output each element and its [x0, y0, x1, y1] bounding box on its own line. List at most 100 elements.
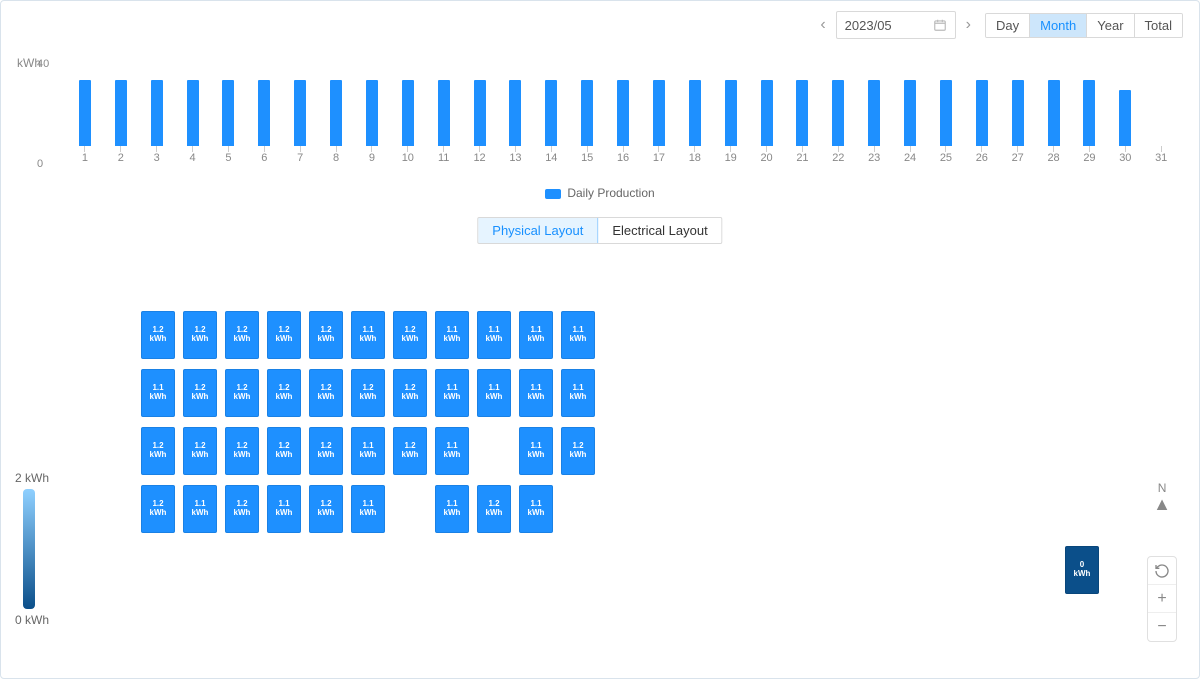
solar-panel-cell[interactable]: 1.2kWh: [561, 427, 595, 475]
solar-panel-cell[interactable]: 1.2kWh: [183, 311, 217, 359]
bar[interactable]: [79, 80, 91, 147]
bar[interactable]: [617, 80, 629, 147]
solar-panel-cell[interactable]: 1.2kWh: [225, 427, 259, 475]
solar-panel-cell[interactable]: 1.2kWh: [267, 311, 301, 359]
segment-day[interactable]: Day: [986, 14, 1030, 37]
bar[interactable]: [366, 80, 378, 147]
panel-unit: kWh: [318, 393, 335, 402]
solar-panel-cell[interactable]: 1.1kWh: [519, 427, 553, 475]
refresh-icon: [1154, 563, 1170, 579]
zoom-in-button[interactable]: +: [1148, 585, 1176, 613]
solar-panel-cell[interactable]: 1.2kWh: [183, 369, 217, 417]
zoom-out-button[interactable]: −: [1148, 613, 1176, 641]
bar[interactable]: [689, 80, 701, 147]
bar[interactable]: [653, 80, 665, 147]
solar-panel-cell[interactable]: 1.2kWh: [477, 485, 511, 533]
solar-panel-cell[interactable]: 1.2kWh: [309, 427, 343, 475]
next-month-button[interactable]: ›: [962, 16, 975, 34]
bar[interactable]: [1048, 80, 1060, 147]
bar[interactable]: [151, 80, 163, 147]
bar[interactable]: [187, 80, 199, 147]
bar[interactable]: [796, 80, 808, 147]
solar-panel-cell[interactable]: 1.2kWh: [225, 311, 259, 359]
solar-panel-cell[interactable]: 1.2kWh: [393, 427, 427, 475]
bar[interactable]: [1012, 80, 1024, 147]
isolated-panel[interactable]: 0kWh: [1065, 546, 1099, 594]
segment-month[interactable]: Month: [1030, 14, 1087, 37]
bar[interactable]: [832, 80, 844, 147]
zoom-reset-button[interactable]: [1148, 557, 1176, 585]
bar[interactable]: [474, 80, 486, 147]
solar-panel-cell[interactable]: 1.1kWh: [435, 427, 469, 475]
solar-panel-cell[interactable]: 1.1kWh: [519, 369, 553, 417]
solar-panel-cell[interactable]: 1.1kWh: [435, 485, 469, 533]
solar-panel-cell[interactable]: 1.1kWh: [435, 311, 469, 359]
solar-panel-cell[interactable]: 1.1kWh: [351, 427, 385, 475]
panel-unit: kWh: [276, 509, 293, 518]
bar[interactable]: [940, 80, 952, 147]
solar-panel-cell[interactable]: 1.1kWh: [141, 369, 175, 417]
segment-year[interactable]: Year: [1087, 14, 1134, 37]
tab-electrical-layout[interactable]: Electrical Layout: [598, 218, 721, 243]
solar-panel-cell[interactable]: 1.2kWh: [309, 369, 343, 417]
bar[interactable]: [976, 80, 988, 147]
solar-panel-cell[interactable]: 1.2kWh: [309, 485, 343, 533]
panel-unit: kWh: [402, 393, 419, 402]
bar[interactable]: [545, 80, 557, 147]
bar[interactable]: [725, 80, 737, 147]
solar-panel-cell[interactable]: 1.1kWh: [351, 485, 385, 533]
solar-panel-cell[interactable]: 1.1kWh: [183, 485, 217, 533]
solar-panel-cell[interactable]: 1.2kWh: [351, 369, 385, 417]
x-label: 13: [498, 152, 534, 164]
solar-panel-cell[interactable]: 1.2kWh: [225, 369, 259, 417]
solar-panel-cell[interactable]: 1.1kWh: [477, 311, 511, 359]
bar[interactable]: [868, 80, 880, 147]
solar-panel-cell[interactable]: 1.1kWh: [561, 311, 595, 359]
solar-panel-cell[interactable]: 1.2kWh: [309, 311, 343, 359]
bar-slot: [820, 76, 856, 146]
bar[interactable]: [294, 80, 306, 147]
bar[interactable]: [258, 80, 270, 147]
bar[interactable]: [222, 80, 234, 147]
bar[interactable]: [115, 80, 127, 147]
solar-panel-cell[interactable]: 1.2kWh: [267, 427, 301, 475]
bar-slot: [390, 76, 426, 146]
solar-panel-cell[interactable]: 1.2kWh: [183, 427, 217, 475]
solar-panel-cell[interactable]: 1.2kWh: [393, 369, 427, 417]
bar[interactable]: [581, 80, 593, 147]
panel-unit: kWh: [150, 393, 167, 402]
bar[interactable]: [330, 80, 342, 147]
solar-panel-cell[interactable]: 1.2kWh: [393, 311, 427, 359]
tab-physical-layout[interactable]: Physical Layout: [478, 218, 598, 243]
x-label: 15: [569, 152, 605, 164]
solar-panel-cell[interactable]: 1.2kWh: [267, 369, 301, 417]
panel-unit: kWh: [528, 509, 545, 518]
solar-panel-cell[interactable]: 1.1kWh: [435, 369, 469, 417]
solar-panel-cell[interactable]: 1.1kWh: [519, 311, 553, 359]
bar[interactable]: [509, 80, 521, 147]
x-label: 31: [1143, 152, 1179, 164]
solar-panel-cell[interactable]: 1.2kWh: [141, 427, 175, 475]
bar[interactable]: [1083, 80, 1095, 147]
bar[interactable]: [402, 80, 414, 147]
bar[interactable]: [1119, 90, 1131, 146]
solar-panel-cell[interactable]: 1.2kWh: [225, 485, 259, 533]
solar-panel-cell[interactable]: 1.1kWh: [477, 369, 511, 417]
solar-panel-cell[interactable]: 1.1kWh: [561, 369, 595, 417]
scale-gradient-bar: [23, 489, 35, 609]
bar[interactable]: [904, 80, 916, 147]
prev-month-button[interactable]: ‹: [816, 16, 829, 34]
segment-total[interactable]: Total: [1135, 14, 1182, 37]
panel-layout-area[interactable]: 1.2kWh1.2kWh1.2kWh1.2kWh1.2kWh1.1kWh1.2k…: [141, 311, 595, 543]
x-label: 23: [856, 152, 892, 164]
solar-panel-cell[interactable]: 1.1kWh: [351, 311, 385, 359]
date-picker[interactable]: 2023/05: [836, 11, 956, 39]
solar-panel-cell[interactable]: 1.2kWh: [141, 311, 175, 359]
solar-panel-cell[interactable]: 0kWh: [1065, 546, 1099, 594]
bar[interactable]: [438, 80, 450, 147]
solar-panel-cell[interactable]: 1.2kWh: [141, 485, 175, 533]
solar-panel-cell[interactable]: 1.1kWh: [267, 485, 301, 533]
bar[interactable]: [761, 80, 773, 147]
bar-slot: [785, 76, 821, 146]
solar-panel-cell[interactable]: 1.1kWh: [519, 485, 553, 533]
